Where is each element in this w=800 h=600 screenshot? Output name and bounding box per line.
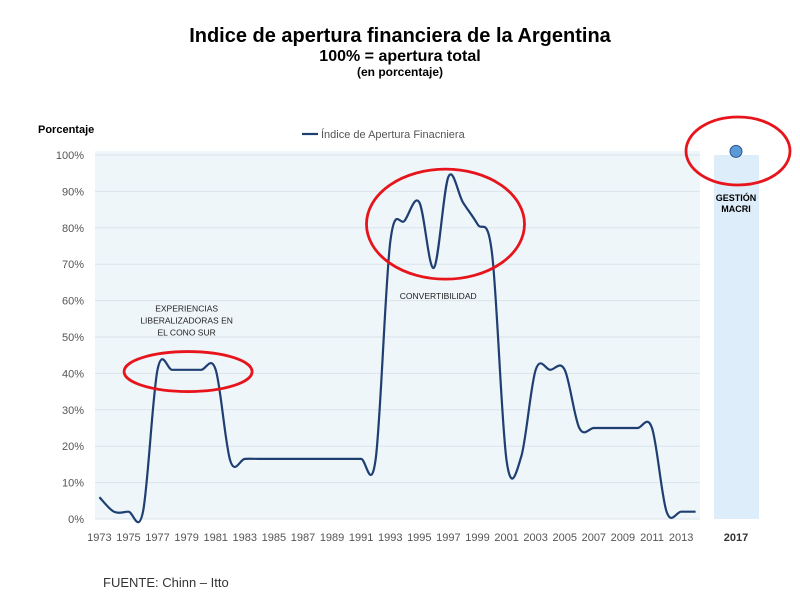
x-tick-label: 1977	[145, 532, 169, 544]
source-note: FUENTE: Chinn – Itto	[103, 575, 229, 590]
chart-annotation-line: EXPERIENCIAS	[155, 304, 218, 314]
annotations: EXPERIENCIAS LIBERALIZADORAS EN EL CONO SU…	[140, 291, 476, 338]
x-tick-label: 2011	[640, 532, 664, 544]
x-tick-label: 1995	[407, 532, 431, 544]
highlight-circle-cono-sur	[122, 350, 254, 393]
y-tick-label: 10%	[62, 478, 84, 490]
x-tick-label: 2009	[611, 532, 635, 544]
x-tick-label: 1981	[203, 532, 227, 544]
y-tick-label: 60%	[62, 296, 84, 308]
series-line	[98, 173, 696, 524]
chart-annotation: CONVERTIBILIDAD	[400, 291, 477, 301]
x-tick-label: 1987	[291, 532, 315, 544]
x-tick-label: 2007	[582, 532, 606, 544]
legend: Índice de Apertura Finacniera	[302, 128, 466, 141]
y-tick-label: 30%	[62, 405, 84, 417]
chart-annotation-line: EL CONO SUR	[157, 328, 215, 338]
gridlines	[95, 154, 700, 520]
y-tick-label: 80%	[62, 223, 84, 235]
data-point-2017	[729, 144, 743, 158]
x-tick-label: 1999	[465, 532, 489, 544]
y-axis-label: Porcentaje	[38, 124, 94, 136]
unit-note: (en porcentaje)	[356, 65, 443, 79]
y-tick-label: 40%	[62, 368, 84, 380]
y-axis: 0% 10% 20% 30% 40% 50% 60% 70% 80% 90% 100%	[56, 150, 84, 526]
macri-annotation-line: MACRI	[721, 204, 751, 214]
series-group: GESTIÓN MACRI	[98, 144, 757, 524]
x-tick-label: 1975	[116, 532, 140, 544]
title-block: Indice de apertura financiera de la Arge…	[0, 24, 800, 79]
plot-area	[95, 151, 700, 519]
x-axis: 1973 1975 1977 1979 1981 1983 1985 1987 1989 1991…	[87, 532, 748, 544]
forecast-band	[714, 155, 759, 519]
x-tick-label: 1993	[378, 532, 402, 544]
x-tick-label: 2013	[669, 532, 693, 544]
macri-annotation-line: GESTIÓN	[716, 192, 757, 203]
x-tick-label: 1985	[262, 532, 286, 544]
x-tick-label: 1989	[320, 532, 344, 544]
y-tick-label: 50%	[62, 332, 84, 344]
x-tick-label: 1983	[233, 532, 257, 544]
chart-annotation-line: LIBERALIZADORAS EN	[140, 316, 233, 326]
chart-annotation-line: CONVERTIBILIDAD	[400, 291, 477, 301]
x-tick-label: 2017	[724, 532, 748, 544]
highlight-circles	[122, 115, 792, 393]
x-tick-label: 1997	[436, 532, 460, 544]
x-tick-label: 2003	[523, 532, 547, 544]
chart-annotation: EXPERIENCIAS LIBERALIZADORAS EN EL CONO SU…	[140, 304, 233, 338]
macri-annotation: GESTIÓN MACRI	[716, 192, 757, 214]
y-tick-label: 0%	[68, 514, 84, 526]
chart-subtitle: 100% = apertura total	[319, 48, 481, 65]
x-tick-label: 1973	[87, 532, 111, 544]
highlight-circle-macri	[684, 115, 792, 187]
x-tick-label: 2005	[553, 532, 577, 544]
chart-title: Indice de apertura financiera de la Arge…	[189, 25, 611, 47]
x-tick-label: 1991	[349, 532, 373, 544]
legend-label: Índice de Apertura Finacniera	[321, 128, 466, 141]
y-tick-label: 70%	[62, 259, 84, 271]
x-tick-label: 2001	[494, 532, 518, 544]
x-tick-label: 1979	[174, 532, 198, 544]
highlight-circle-convertibilidad	[365, 167, 526, 281]
y-tick-label: 90%	[62, 186, 84, 198]
y-tick-label: 100%	[56, 150, 84, 162]
y-tick-label: 20%	[62, 441, 84, 453]
